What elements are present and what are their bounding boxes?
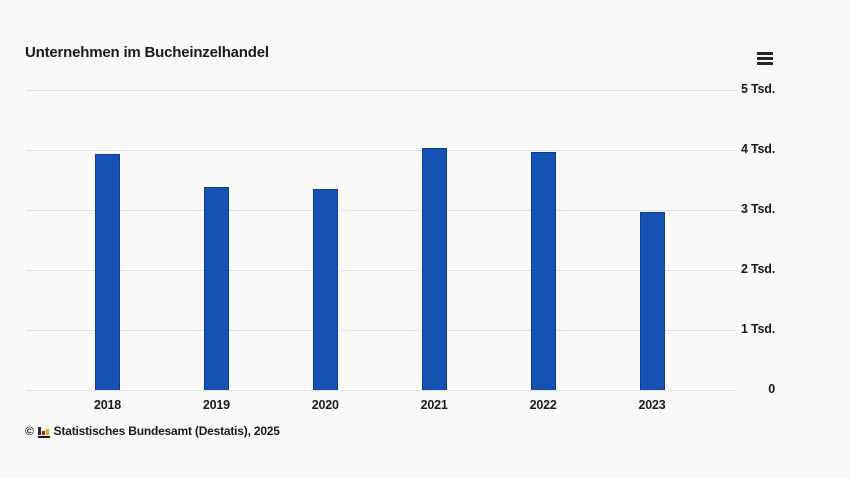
bar-2022[interactable] bbox=[530, 151, 556, 390]
ytick-label-3000: 3 Tsd. bbox=[741, 202, 775, 216]
hamburger-icon bbox=[757, 61, 773, 65]
ytick-label-1000: 1 Tsd. bbox=[741, 322, 775, 336]
plot-area: 0 1 Tsd. 2 Tsd. 3 Tsd. 4 Tsd. 5 Tsd. bbox=[26, 82, 775, 396]
xtick-label-2018: 2018 bbox=[93, 398, 121, 412]
hamburger-icon bbox=[757, 51, 773, 55]
gridline-y-0 bbox=[26, 390, 737, 391]
page-title: Unternehmen im Bucheinzelhandel bbox=[25, 44, 269, 61]
chart-menu-button[interactable] bbox=[755, 48, 777, 68]
xtick-label-2020: 2020 bbox=[311, 398, 339, 412]
bar-2018[interactable] bbox=[95, 153, 120, 390]
destatis-logo-icon bbox=[37, 425, 50, 438]
ytick-label-2000: 2 Tsd. bbox=[741, 262, 775, 276]
gridline-y-5000 bbox=[26, 90, 737, 91]
xtick-label-2019: 2019 bbox=[202, 398, 230, 412]
ytick-label-0: 0 bbox=[768, 382, 775, 396]
bar-2023[interactable] bbox=[639, 212, 665, 390]
copyright-symbol: © bbox=[25, 424, 34, 438]
bar-2020[interactable] bbox=[312, 189, 338, 390]
xtick-label-2022: 2022 bbox=[529, 398, 557, 412]
xtick-label-2023: 2023 bbox=[638, 398, 666, 412]
xtick-label-2021: 2021 bbox=[420, 398, 448, 412]
bar-2019[interactable] bbox=[203, 186, 229, 390]
source-text: Statistisches Bundesamt (Destatis), 2025 bbox=[53, 424, 280, 438]
source-note: © Statistisches Bundesamt (Destatis), 20… bbox=[25, 424, 280, 438]
bar-2021[interactable] bbox=[421, 148, 447, 390]
hamburger-icon bbox=[757, 56, 773, 60]
ytick-label-5000: 5 Tsd. bbox=[741, 82, 775, 96]
ytick-label-4000: 4 Tsd. bbox=[741, 142, 775, 156]
gridline-y-1000 bbox=[26, 330, 737, 331]
gridline-y-3000 bbox=[26, 210, 737, 211]
gridline-y-2000 bbox=[26, 270, 737, 271]
gridline-y-4000 bbox=[26, 150, 737, 151]
